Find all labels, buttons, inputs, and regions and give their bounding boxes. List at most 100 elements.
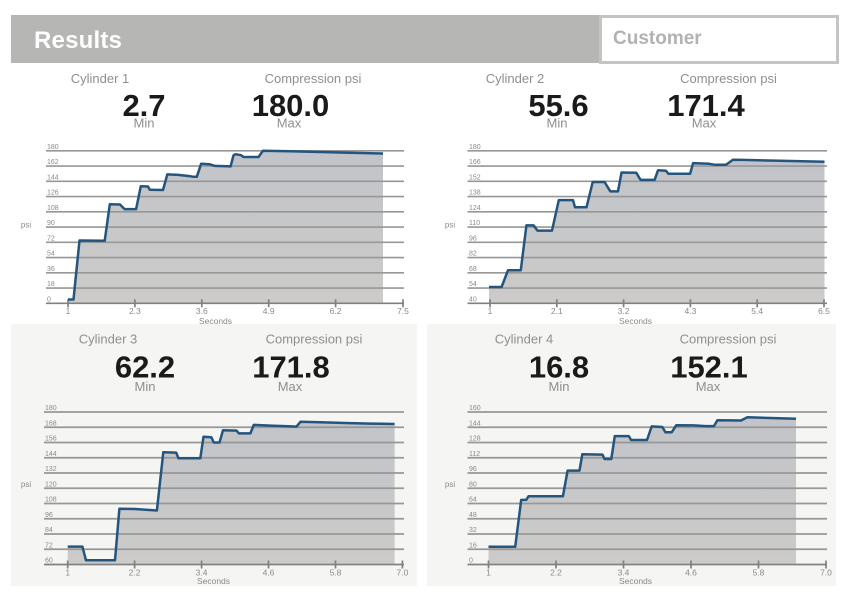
svg-text:55.6: 55.6 (528, 88, 588, 123)
svg-text:4.9: 4.9 (263, 306, 275, 316)
svg-text:60: 60 (45, 558, 53, 565)
svg-text:Cylinder 1: Cylinder 1 (71, 71, 130, 86)
svg-text:96: 96 (469, 466, 477, 473)
svg-text:Max: Max (278, 379, 303, 394)
svg-text:psi: psi (21, 480, 31, 489)
svg-text:124: 124 (469, 205, 481, 212)
svg-text:2.1: 2.1 (551, 306, 563, 316)
svg-text:18: 18 (47, 281, 55, 288)
svg-text:7.0: 7.0 (396, 568, 408, 578)
svg-text:2.7: 2.7 (122, 88, 165, 123)
svg-text:108: 108 (47, 205, 59, 212)
svg-text:3.4: 3.4 (196, 568, 208, 578)
svg-text:171.4: 171.4 (667, 88, 745, 123)
svg-text:40: 40 (469, 296, 477, 303)
svg-text:Max: Max (692, 116, 717, 131)
svg-text:96: 96 (45, 512, 53, 519)
svg-text:Cylinder 2: Cylinder 2 (486, 71, 545, 86)
svg-text:psi: psi (21, 221, 31, 230)
svg-text:128: 128 (469, 436, 481, 443)
svg-text:3.2: 3.2 (618, 306, 630, 316)
svg-text:16.8: 16.8 (529, 350, 589, 385)
svg-text:2.2: 2.2 (129, 568, 141, 578)
svg-text:6.2: 6.2 (330, 306, 342, 316)
svg-text:Seconds: Seconds (619, 576, 652, 586)
svg-text:48: 48 (469, 512, 477, 519)
svg-text:5.8: 5.8 (330, 568, 342, 578)
svg-text:36: 36 (47, 266, 55, 273)
svg-text:4.6: 4.6 (685, 568, 697, 578)
svg-text:2.2: 2.2 (550, 568, 562, 578)
svg-text:16: 16 (469, 542, 477, 549)
svg-text:132: 132 (45, 466, 57, 473)
svg-text:6.5: 6.5 (818, 306, 830, 316)
svg-text:84: 84 (45, 527, 53, 534)
svg-text:126: 126 (47, 190, 59, 197)
svg-text:Compression psi: Compression psi (265, 71, 362, 86)
svg-text:Min: Min (549, 379, 570, 394)
svg-text:168: 168 (45, 420, 57, 427)
svg-text:5.4: 5.4 (751, 306, 763, 316)
svg-text:112: 112 (469, 451, 480, 458)
svg-text:1: 1 (488, 306, 493, 316)
svg-text:Seconds: Seconds (199, 316, 232, 326)
svg-text:82: 82 (469, 251, 477, 258)
svg-text:144: 144 (47, 174, 59, 181)
svg-text:Cylinder 3: Cylinder 3 (79, 332, 138, 347)
svg-text:4.3: 4.3 (684, 306, 696, 316)
svg-text:54: 54 (469, 281, 477, 288)
svg-text:Seconds: Seconds (197, 576, 230, 586)
svg-text:Compression psi: Compression psi (266, 332, 363, 347)
svg-text:54: 54 (47, 251, 55, 258)
svg-text:Cylinder 4: Cylinder 4 (495, 332, 554, 347)
svg-text:4.6: 4.6 (263, 568, 275, 578)
svg-text:7.0: 7.0 (820, 568, 832, 578)
svg-text:180: 180 (45, 405, 57, 412)
svg-text:72: 72 (45, 542, 53, 549)
svg-text:Max: Max (277, 116, 302, 131)
svg-text:3.4: 3.4 (618, 568, 630, 578)
svg-text:171.8: 171.8 (252, 350, 330, 385)
svg-text:Min: Min (134, 116, 155, 131)
svg-text:96: 96 (469, 235, 477, 242)
svg-text:0: 0 (47, 296, 51, 303)
svg-text:152: 152 (469, 174, 481, 181)
svg-text:32: 32 (469, 527, 477, 534)
svg-text:120: 120 (45, 481, 57, 488)
svg-text:110: 110 (469, 220, 480, 227)
svg-text:3.6: 3.6 (196, 306, 208, 316)
svg-text:64: 64 (469, 497, 477, 504)
svg-text:2.3: 2.3 (129, 306, 141, 316)
svg-text:162: 162 (47, 159, 59, 166)
svg-text:156: 156 (45, 436, 57, 443)
svg-text:138: 138 (469, 190, 481, 197)
svg-text:1: 1 (486, 568, 491, 578)
svg-text:166: 166 (469, 159, 481, 166)
svg-text:7.5: 7.5 (397, 306, 409, 316)
svg-text:180: 180 (47, 144, 59, 151)
svg-text:152.1: 152.1 (670, 350, 748, 385)
svg-text:0: 0 (469, 558, 473, 565)
svg-text:1: 1 (66, 306, 71, 316)
svg-text:psi: psi (445, 221, 455, 230)
svg-text:62.2: 62.2 (115, 350, 175, 385)
svg-text:160: 160 (469, 405, 481, 412)
svg-text:144: 144 (469, 420, 481, 427)
svg-text:Min: Min (547, 116, 568, 131)
svg-text:Seconds: Seconds (619, 316, 652, 326)
svg-text:90: 90 (47, 220, 55, 227)
svg-text:80: 80 (469, 481, 477, 488)
svg-text:Max: Max (696, 379, 721, 394)
svg-text:Min: Min (135, 379, 156, 394)
svg-text:180.0: 180.0 (252, 88, 330, 123)
svg-text:72: 72 (47, 235, 55, 242)
svg-text:1: 1 (65, 568, 70, 578)
svg-text:Compression psi: Compression psi (680, 71, 777, 86)
svg-text:144: 144 (45, 451, 57, 458)
svg-text:5.8: 5.8 (753, 568, 765, 578)
svg-text:68: 68 (469, 266, 477, 273)
svg-text:180: 180 (469, 144, 481, 151)
svg-text:Compression psi: Compression psi (680, 332, 777, 347)
svg-text:108: 108 (45, 497, 57, 504)
svg-text:psi: psi (445, 480, 455, 489)
